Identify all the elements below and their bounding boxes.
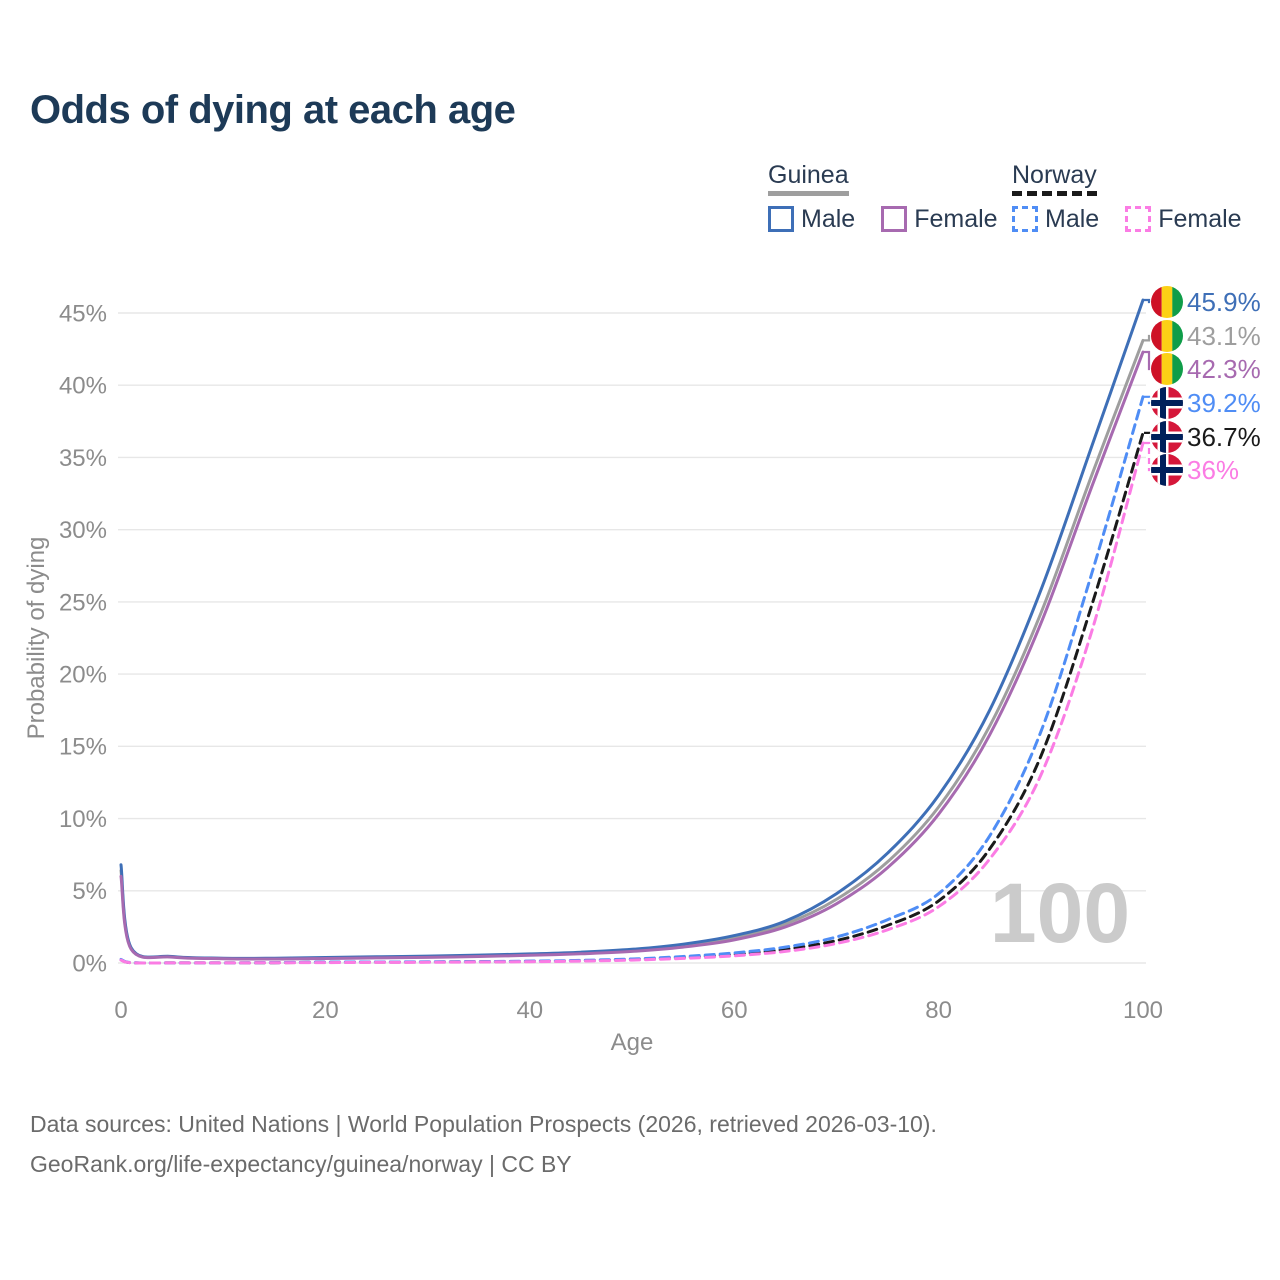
legend-items-guinea: Male Female	[768, 206, 998, 232]
y-tick-label: 10%	[59, 806, 107, 833]
y-tick-label: 30%	[59, 517, 107, 544]
legend-item-guinea-male[interactable]: Male	[768, 206, 855, 232]
y-tick-label: 25%	[59, 589, 107, 616]
guinea-flag-icon	[1151, 286, 1183, 318]
guinea-flag-icon	[1151, 353, 1183, 385]
norway-male-swatch-icon	[1012, 206, 1038, 232]
end-label-connector-guinea-both-sexes	[1144, 334, 1151, 342]
page-title: Odds of dying at each age	[30, 88, 516, 132]
norway-flag-icon	[1151, 421, 1183, 453]
legend-item-label: Male	[801, 205, 856, 233]
y-tick-label: 15%	[59, 734, 107, 761]
source-line-1: Data sources: United Nations | World Pop…	[30, 1111, 937, 1137]
legend-item-label: Female	[1158, 205, 1242, 233]
y-tick-label: 5%	[72, 878, 107, 905]
end-label-connector-norway-female	[1144, 441, 1151, 472]
x-tick-label: 0	[114, 997, 127, 1024]
legend-item-label: Female	[914, 205, 998, 233]
legend-item-norway-female[interactable]: Female	[1125, 205, 1242, 233]
norway-female-swatch-icon	[1125, 206, 1152, 232]
norway-flag-icon	[1151, 387, 1183, 419]
legend-group-guinea: Guinea Male Female	[768, 162, 998, 232]
end-label-connector-norway-both-sexes	[1144, 431, 1151, 439]
end-label-connector-norway-male	[1144, 395, 1151, 405]
x-tick-label: 80	[925, 997, 952, 1024]
legend-item-guinea-female[interactable]: Female	[881, 205, 998, 233]
series-line-guinea-male[interactable]	[119, 298, 1145, 960]
legend-item-norway-male[interactable]: Male	[1012, 206, 1099, 232]
norway-flag-icon	[1151, 454, 1183, 486]
legend-items-norway: Male Female	[1012, 206, 1242, 232]
end-value-label-norway-female: 36%	[1187, 455, 1239, 485]
y-tick-label: 35%	[59, 445, 107, 472]
guinea-female-swatch-icon	[881, 206, 908, 232]
x-tick-label: 20	[312, 997, 339, 1024]
legend: Guinea Male Female Norway Male Female	[0, 162, 1280, 242]
y-tick-label: 20%	[59, 662, 107, 689]
x-tick-label: 60	[721, 997, 748, 1024]
x-tick-label: 40	[516, 997, 543, 1024]
end-value-label-guinea-male: 45.9%	[1187, 287, 1261, 317]
source-line-2: GeoRank.org/life-expectancy/guinea/norwa…	[30, 1151, 572, 1177]
guinea-flag-icon	[1151, 320, 1183, 352]
guinea-male-swatch-icon	[768, 206, 794, 232]
legend-group-norway: Norway Male Female	[1012, 162, 1242, 232]
end-value-label-guinea-both-sexes: 43.1%	[1187, 321, 1261, 351]
legend-country-guinea[interactable]: Guinea	[768, 162, 849, 196]
series-line-guinea-female[interactable]	[119, 350, 1145, 961]
legend-country-norway[interactable]: Norway	[1012, 162, 1097, 196]
series-line-norway-female[interactable]	[119, 441, 1145, 965]
age-watermark: 100	[990, 866, 1130, 960]
x-tick-label: 100	[1123, 997, 1163, 1024]
legend-item-label: Male	[1045, 205, 1100, 233]
source-attribution: Data sources: United Nations | World Pop…	[30, 1104, 1180, 1184]
end-label-connector-guinea-male	[1144, 298, 1151, 304]
end-value-label-guinea-female: 42.3%	[1187, 354, 1261, 384]
y-tick-label: 0%	[72, 950, 107, 977]
y-axis-title: Probability of dying	[23, 537, 50, 740]
end-value-label-norway-both-sexes: 36.7%	[1187, 422, 1261, 452]
end-label-connector-guinea-female	[1144, 350, 1151, 371]
y-tick-label: 45%	[59, 300, 107, 327]
end-value-label-norway-male: 39.2%	[1187, 388, 1261, 418]
x-axis-title: Age	[611, 1029, 654, 1056]
y-tick-label: 40%	[59, 373, 107, 400]
mortality-line-chart: 0% 5% 10% 15% 20% 25% 30% 35% 40% 45% 0 20 40 60 80 100…	[23, 286, 1261, 1056]
